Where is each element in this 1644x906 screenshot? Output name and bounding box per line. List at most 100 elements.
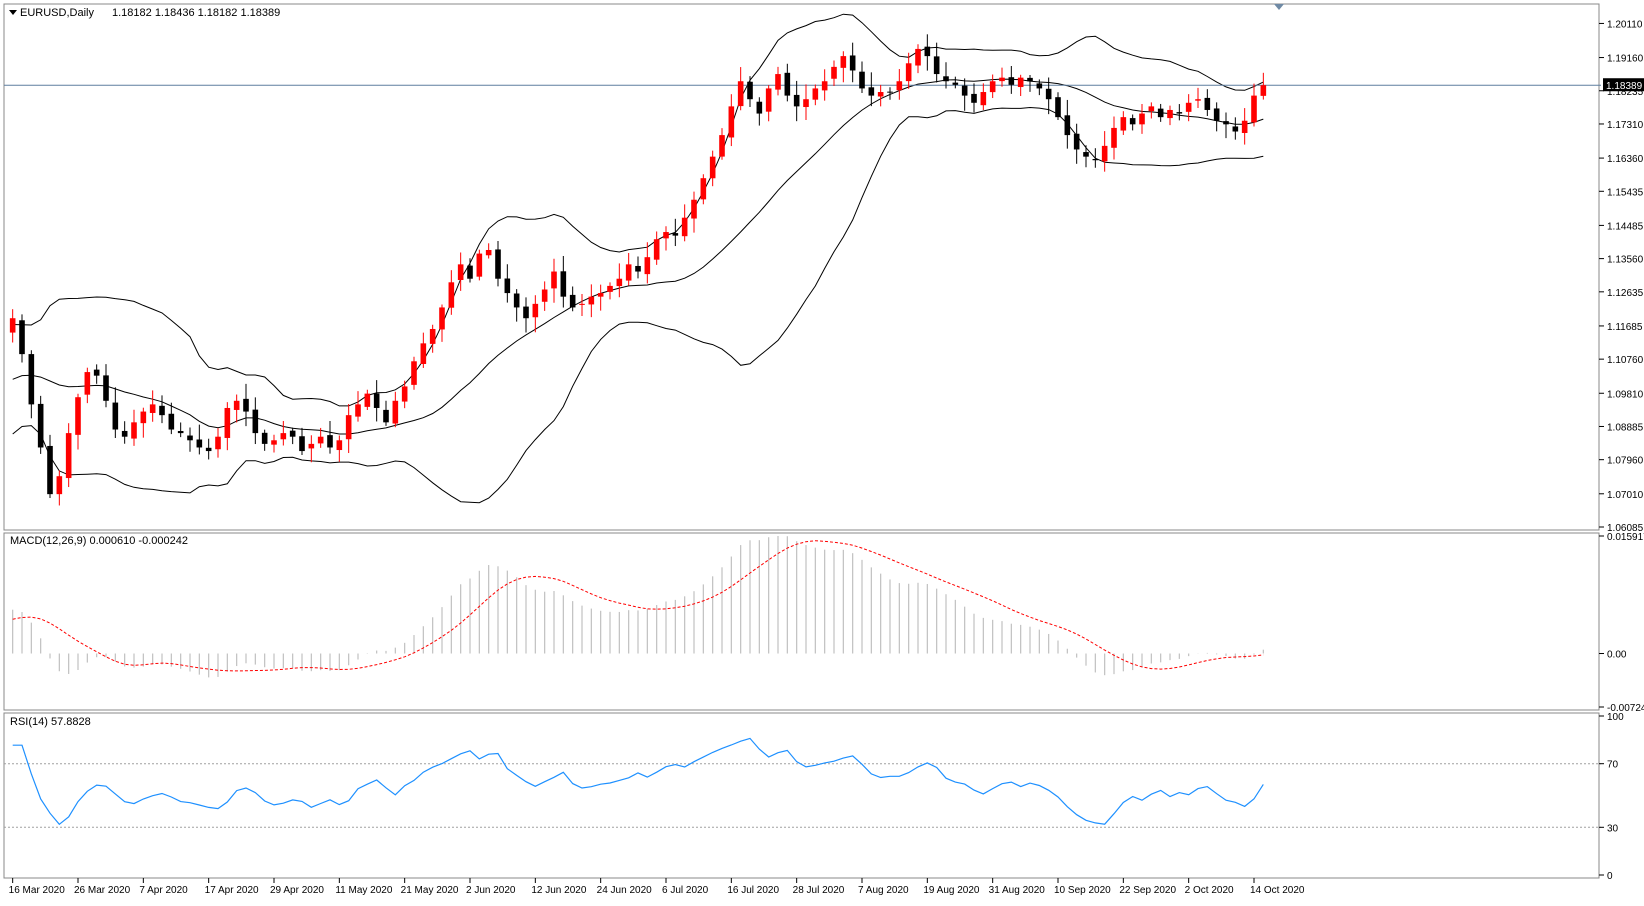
candle-body — [709, 156, 716, 179]
candle-body — [905, 63, 912, 82]
x-tick-label: 26 Mar 2020 — [74, 885, 131, 896]
rsi-label: RSI(14) 57.8828 — [10, 716, 91, 728]
candle-body — [1111, 127, 1117, 148]
x-tick-label: 16 Jul 2020 — [727, 885, 779, 896]
candle — [504, 264, 511, 303]
candle-body — [775, 74, 781, 90]
candle-body — [131, 422, 137, 439]
candle-body — [355, 404, 361, 417]
candle-body — [504, 278, 511, 294]
candle — [840, 51, 847, 83]
candle-body — [112, 402, 119, 430]
candle-body — [1148, 106, 1155, 112]
candle-body — [849, 55, 856, 71]
rsi-y-tick-label: 70 — [1607, 760, 1619, 771]
candle — [616, 263, 623, 298]
candle — [1223, 112, 1229, 139]
candle — [915, 44, 921, 74]
candle — [653, 231, 660, 265]
candle-body — [411, 361, 417, 385]
candle — [1073, 123, 1080, 164]
candle — [1092, 148, 1099, 168]
candle — [93, 364, 100, 384]
candle — [271, 434, 277, 453]
candle — [383, 400, 389, 426]
candle-body — [168, 413, 175, 430]
candle — [448, 270, 455, 315]
candle-body — [691, 199, 697, 219]
candle-body — [364, 393, 371, 407]
candle — [877, 84, 884, 107]
candle-body — [289, 430, 296, 437]
candle — [140, 407, 147, 438]
candle — [1167, 105, 1173, 126]
candle — [28, 350, 35, 419]
x-tick-label: 19 Aug 2020 — [923, 885, 980, 896]
macd-layer — [12, 536, 1264, 678]
candle — [9, 309, 16, 343]
candle-body — [551, 271, 557, 289]
candle — [691, 191, 697, 233]
candle — [1148, 102, 1155, 119]
candle-body — [47, 445, 53, 495]
candle-body — [28, 354, 35, 405]
candle-body — [737, 81, 744, 107]
dropdown-arrow-icon[interactable] — [9, 10, 17, 15]
candle-body — [877, 92, 884, 97]
x-tick-label: 17 Apr 2020 — [205, 885, 259, 896]
candle — [513, 289, 520, 322]
candle — [336, 435, 343, 462]
y-tick-label: 1.17310 — [1607, 120, 1644, 131]
candle — [803, 84, 809, 120]
x-tick-label: 14 Oct 2020 — [1250, 885, 1305, 896]
candle-body — [1204, 97, 1211, 110]
candle — [112, 387, 119, 438]
candle — [597, 284, 604, 311]
candle-body — [252, 409, 259, 434]
candle-body — [1120, 117, 1127, 131]
candle-body — [1223, 121, 1229, 125]
y-tick-label: 1.07960 — [1607, 456, 1644, 467]
candle — [579, 294, 585, 316]
candle — [635, 256, 641, 279]
candle — [607, 282, 613, 300]
candle — [1101, 131, 1108, 172]
candle — [952, 76, 959, 89]
candle — [1157, 103, 1164, 122]
candle — [924, 34, 931, 71]
candle — [532, 295, 539, 333]
candle — [1204, 89, 1211, 116]
candle-body — [980, 92, 987, 106]
candle-body — [56, 476, 63, 495]
candle-body — [924, 46, 931, 57]
candle-body — [569, 294, 576, 308]
rsi-y-tick-label: 100 — [1607, 712, 1624, 723]
candle — [1008, 66, 1015, 94]
candle-body — [457, 264, 464, 280]
candle — [896, 69, 903, 100]
candle — [1129, 114, 1136, 131]
rsi-y-tick-label: 0 — [1607, 871, 1613, 882]
candle — [19, 314, 25, 363]
candle-body — [1129, 118, 1136, 125]
candle-body — [1073, 133, 1080, 150]
macd-signal-line — [12, 540, 1264, 672]
y-tick-label: 1.14485 — [1607, 221, 1644, 232]
candle — [131, 409, 137, 446]
candle — [933, 42, 940, 83]
candle-body — [159, 405, 165, 416]
candle-body — [625, 264, 632, 281]
candle — [467, 258, 473, 283]
candle — [1083, 145, 1089, 168]
candle — [345, 403, 352, 454]
candle — [765, 85, 772, 122]
macd-y-tick-label: 0.00 — [1607, 650, 1627, 661]
bollinger-lower-band — [12, 106, 1264, 504]
candle-body — [672, 233, 679, 236]
chart-shift-marker-icon[interactable] — [1274, 4, 1284, 10]
candle — [971, 83, 977, 113]
candle-body — [1017, 77, 1024, 88]
candle — [719, 128, 725, 160]
x-tick-label: 10 Sep 2020 — [1054, 885, 1111, 896]
